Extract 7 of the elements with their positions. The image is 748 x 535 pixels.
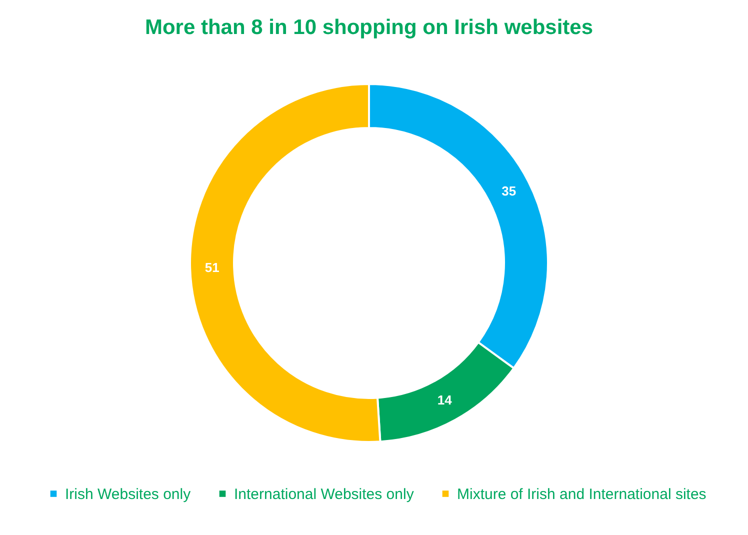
data-label: 35 bbox=[502, 184, 516, 199]
legend-label: Mixture of Irish and International sites bbox=[457, 486, 706, 503]
data-label: 14 bbox=[437, 392, 453, 408]
legend-label: International Websites only bbox=[234, 486, 414, 503]
data-label: 51 bbox=[204, 260, 220, 275]
legend-label: Irish Websites only bbox=[65, 486, 192, 503]
chart-title: More than 8 in 10 shopping on Irish websites bbox=[144, 16, 594, 39]
